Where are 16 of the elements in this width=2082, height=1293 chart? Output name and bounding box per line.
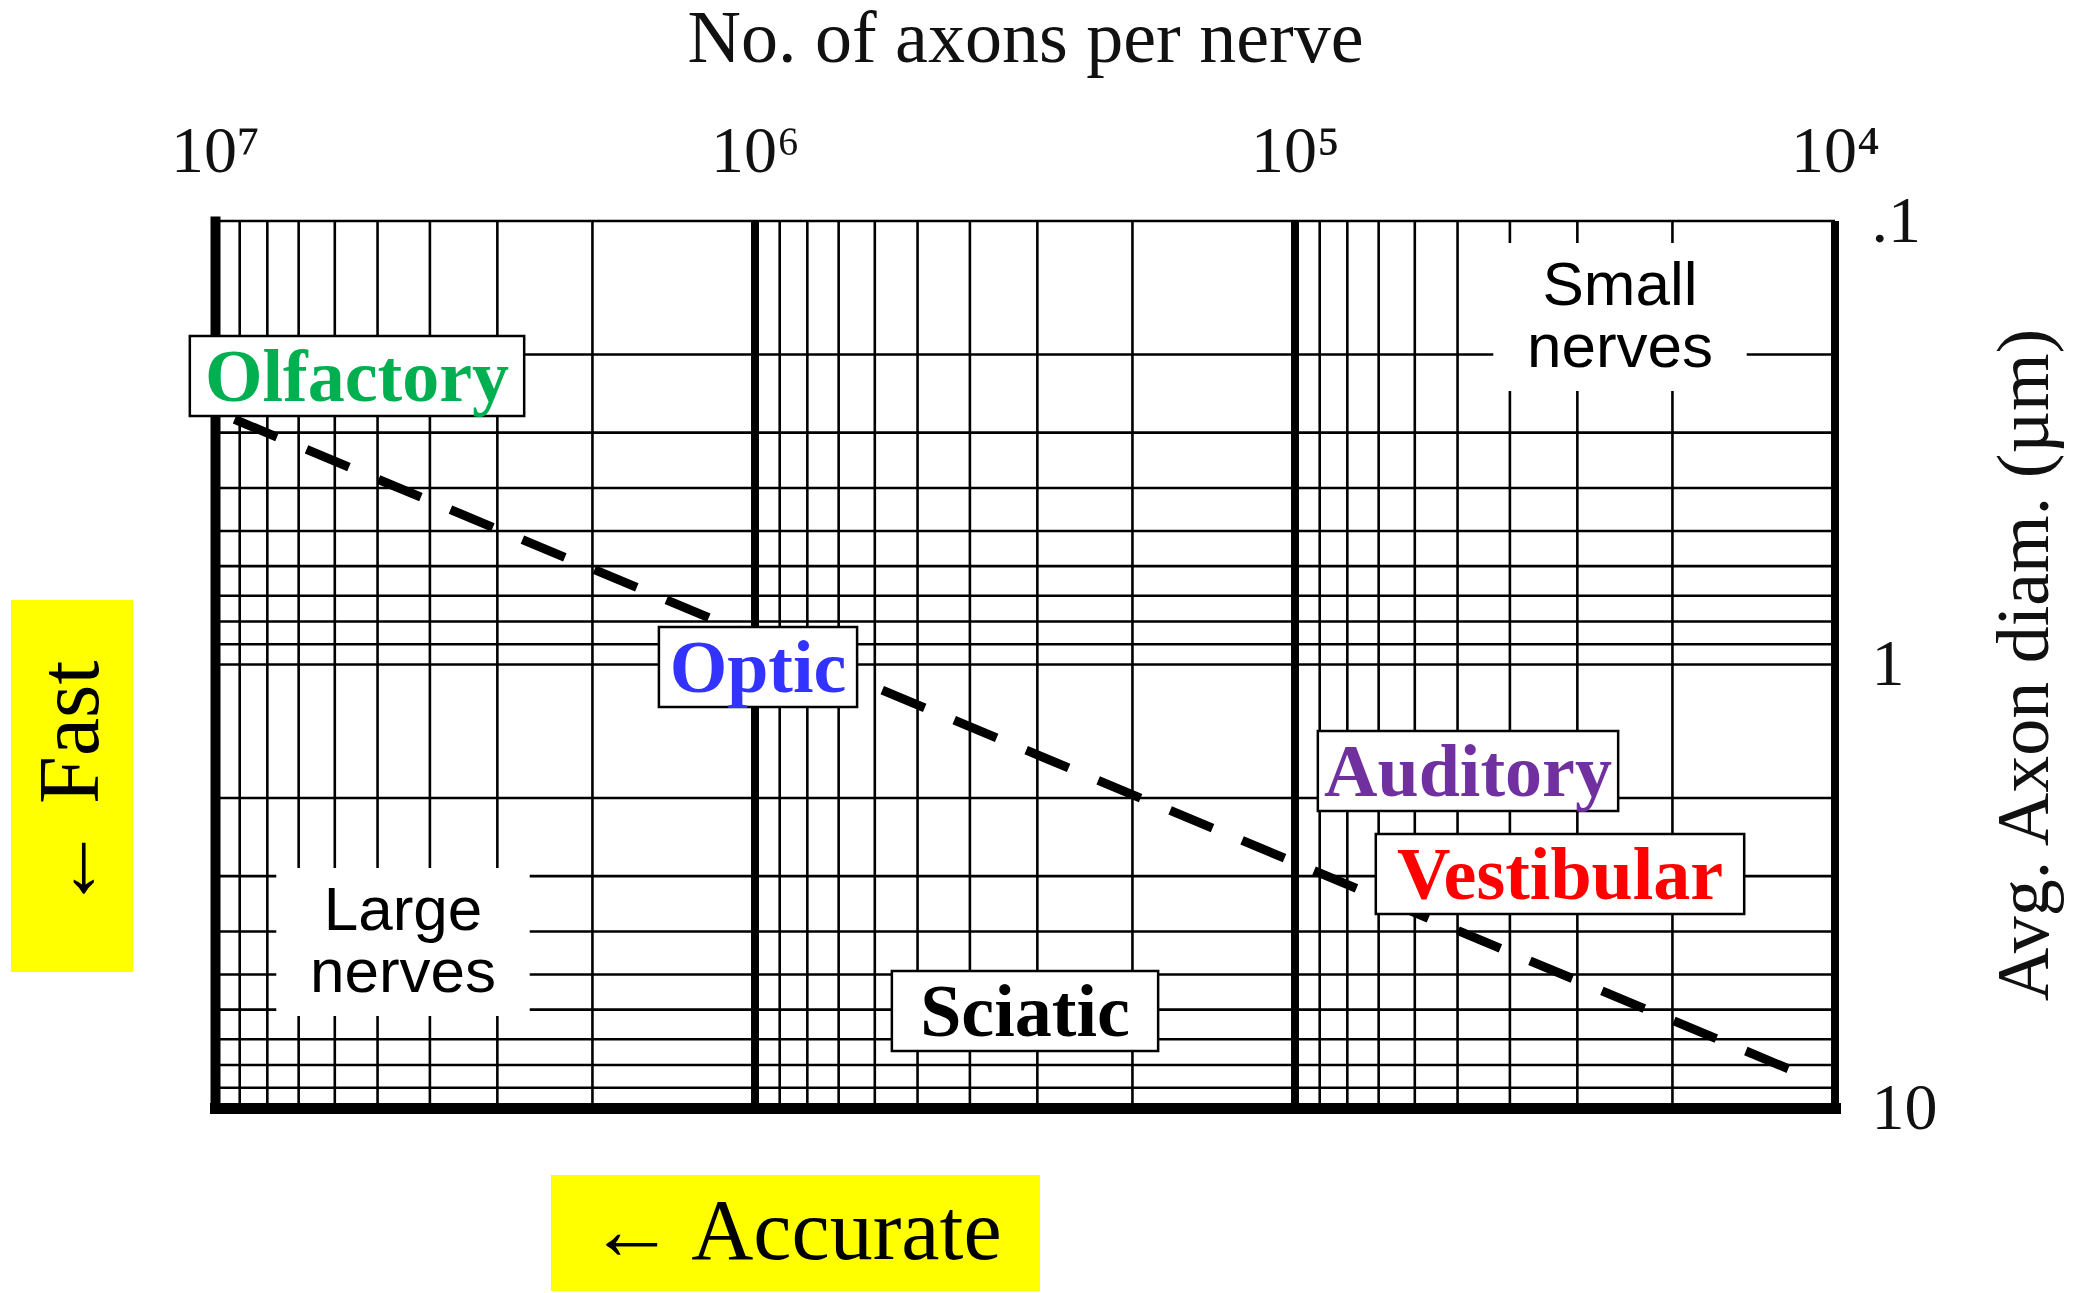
annotation: Sciatic bbox=[920, 970, 1130, 1052]
y-axis-title: Avg. Axon diam. (µm) bbox=[1981, 328, 2064, 1002]
annotation: Large nerves bbox=[309, 874, 497, 1005]
annotation: Small nerves bbox=[1526, 249, 1714, 380]
text: ← Fast bbox=[21, 660, 117, 912]
y-tick-label: 10 bbox=[1871, 1069, 1938, 1143]
annotation: Vestibular bbox=[1396, 833, 1724, 915]
text: ← Accurate bbox=[588, 1182, 1002, 1278]
annotation: Auditory bbox=[1324, 730, 1612, 812]
x-tick-label: 10⁶ bbox=[710, 112, 801, 186]
annotation: Optic bbox=[669, 626, 847, 708]
y-tick-label: 1 bbox=[1871, 626, 1905, 699]
x-tick-label: 10⁵ bbox=[1250, 112, 1341, 186]
x-axis-title: No. of axons per nerve bbox=[687, 0, 1364, 78]
annotation: Olfactory bbox=[204, 335, 510, 417]
x-tick-label: 10⁷ bbox=[170, 112, 261, 186]
